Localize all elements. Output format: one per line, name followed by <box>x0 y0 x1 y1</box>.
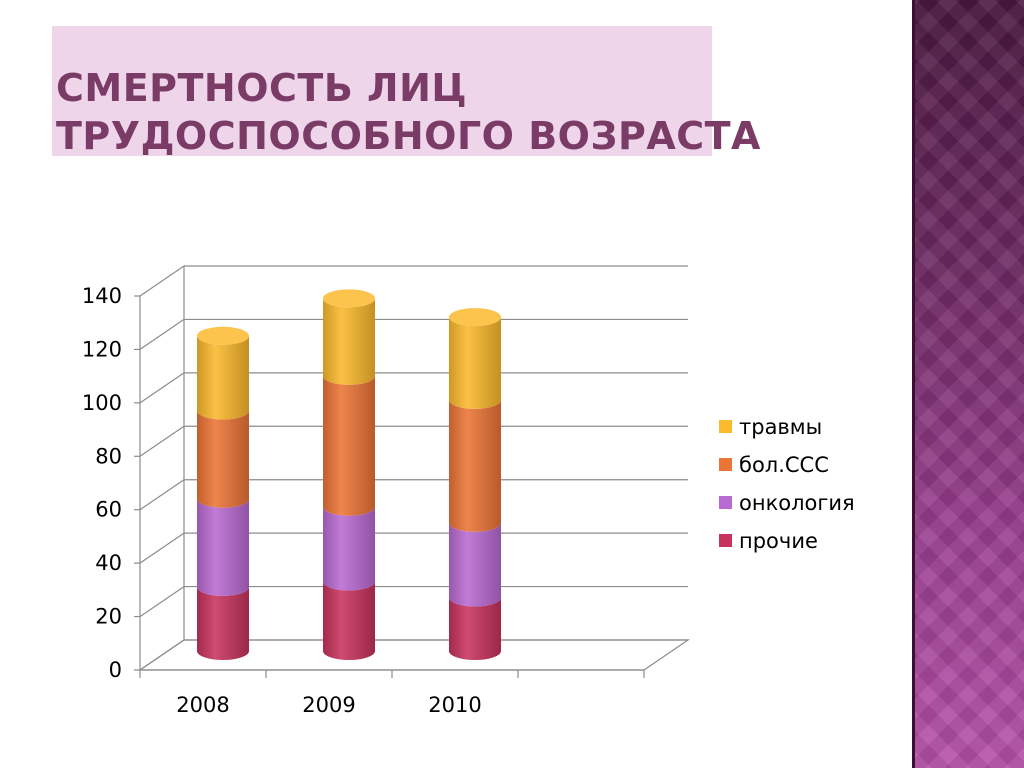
y-tick-label: 60 <box>95 498 122 522</box>
y-tick-label: 120 <box>82 337 122 361</box>
gridline-depth <box>139 425 185 457</box>
bar-segment-травмы <box>197 335 249 420</box>
legend-swatch-бол.ССС <box>719 458 732 471</box>
legend-swatch-прочие <box>719 534 732 547</box>
gridline-depth <box>139 532 185 564</box>
back-wall <box>184 266 688 640</box>
title-box: СМЕРТНОСТЬ ЛИЦ ТРУДОСПОСОБНОГО ВОЗРАСТА <box>52 26 760 158</box>
legend-label: травмы <box>739 415 822 439</box>
slide-title-line-1: СМЕРТНОСТЬ ЛИЦ <box>56 66 468 110</box>
y-tick-label: 140 <box>82 284 122 308</box>
slide-title-line-2: ТРУДОСПОСОБНОГО ВОЗРАСТА <box>56 114 761 158</box>
chart-legend: травмы бол.ССС онкология прочие <box>719 415 855 553</box>
gridline-depth <box>139 318 185 350</box>
legend-label: онкология <box>739 491 855 515</box>
bar-segment-бол.ССС <box>197 410 249 508</box>
bar-segment-онкология <box>449 522 501 607</box>
bar-segment-прочие <box>197 586 249 660</box>
bar-top-травмы <box>197 326 249 345</box>
gridline-depth <box>139 265 185 297</box>
bar-segment-травмы <box>449 317 501 409</box>
bar-top-травмы <box>323 289 375 308</box>
sidebar-edge <box>912 0 915 768</box>
x-tick-label: 2008 <box>176 693 229 717</box>
legend-label: бол.ССС <box>739 453 829 477</box>
y-tick-label: 20 <box>95 605 122 629</box>
bar-segment-прочие <box>323 581 375 660</box>
chart-bars <box>197 289 501 660</box>
gridline-depth <box>139 372 185 404</box>
bar-segment-бол.ССС <box>323 375 375 516</box>
gridline-depth <box>139 479 185 511</box>
bar-segment-прочие <box>449 597 501 660</box>
gridline-depth <box>139 586 185 618</box>
y-tick-label: 80 <box>95 444 122 468</box>
legend-swatch-травмы <box>719 420 732 433</box>
chart-axes <box>134 295 645 678</box>
sidebar-pattern <box>912 0 1024 768</box>
decorative-sidebar <box>912 0 1024 768</box>
x-tick-label: 2010 <box>428 693 481 717</box>
x-tick-label: 2009 <box>302 693 355 717</box>
chart-grid <box>138 265 690 671</box>
bar-segment-бол.ССС <box>449 399 501 532</box>
legend-swatch-онкология <box>719 496 732 509</box>
y-tick-label: 40 <box>95 551 122 575</box>
bar-segment-онкология <box>197 498 249 596</box>
legend-label: прочие <box>739 529 818 553</box>
y-tick-label: 100 <box>82 391 122 415</box>
y-tick-label: 0 <box>109 658 122 682</box>
chart-labels: 0 20 40 60 80 100 120 140 2008 2009 2010 <box>82 284 482 717</box>
bar-segment-онкология <box>323 506 375 591</box>
bar-top-травмы <box>449 308 501 327</box>
bar-segment-травмы <box>323 298 375 385</box>
